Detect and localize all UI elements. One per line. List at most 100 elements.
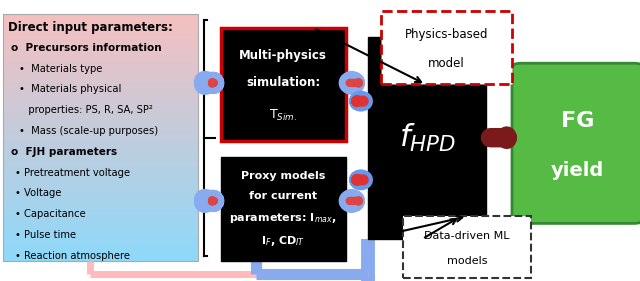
Text: yield: yield	[551, 161, 604, 180]
FancyBboxPatch shape	[221, 28, 346, 140]
Bar	[3, 199, 198, 201]
Bar	[3, 84, 198, 86]
Text: Direct input parameters:: Direct input parameters:	[8, 21, 173, 34]
Text: o  Precursors information: o Precursors information	[11, 43, 161, 53]
Bar	[3, 148, 198, 150]
Bar	[3, 243, 198, 245]
Bar	[3, 115, 198, 117]
Bar	[3, 92, 198, 94]
Bar	[3, 28, 198, 31]
Bar	[3, 218, 198, 220]
Bar	[3, 137, 198, 140]
Bar	[3, 127, 198, 130]
Bar	[3, 59, 198, 62]
Bar	[3, 170, 198, 173]
Bar	[3, 158, 198, 160]
Bar	[3, 214, 198, 216]
Bar	[3, 34, 198, 37]
Bar	[3, 123, 198, 125]
Bar	[3, 65, 198, 68]
Bar	[3, 24, 198, 26]
Bar	[3, 45, 198, 47]
Bar	[3, 76, 198, 78]
Bar	[3, 160, 198, 162]
Bar	[3, 201, 198, 204]
Bar	[3, 61, 198, 64]
Bar	[3, 18, 198, 20]
Text: FG: FG	[561, 110, 595, 131]
FancyBboxPatch shape	[221, 157, 346, 261]
Text: Proxy models: Proxy models	[241, 171, 325, 181]
Text: o  FJH parameters: o FJH parameters	[11, 147, 117, 157]
Bar	[3, 189, 198, 191]
Text: •  Mass (scale-up purposes): • Mass (scale-up purposes)	[19, 126, 158, 136]
Text: •  Materials type: • Materials type	[19, 64, 102, 74]
Bar	[3, 131, 198, 133]
Text: • Capacitance: • Capacitance	[15, 209, 86, 219]
Bar	[3, 179, 198, 181]
Bar	[3, 57, 198, 59]
Bar	[3, 119, 198, 121]
Bar	[3, 203, 198, 206]
Bar	[3, 234, 198, 237]
Bar	[3, 226, 198, 228]
Bar	[3, 71, 198, 74]
Bar	[3, 106, 198, 109]
Bar	[3, 63, 198, 65]
Bar	[3, 154, 198, 156]
Bar	[3, 86, 198, 88]
Bar	[3, 16, 198, 18]
Bar	[3, 195, 198, 198]
Bar	[3, 26, 198, 28]
Bar	[3, 212, 198, 214]
Text: simulation:: simulation:	[246, 76, 321, 89]
Bar	[3, 164, 198, 167]
Bar	[3, 255, 198, 257]
Bar	[3, 232, 198, 235]
Bar	[3, 181, 198, 183]
Bar	[3, 162, 198, 164]
Bar	[3, 173, 198, 175]
Text: model: model	[428, 57, 465, 70]
Bar	[3, 129, 198, 132]
Bar	[3, 96, 198, 99]
Text: Physics-based: Physics-based	[404, 28, 488, 41]
Bar	[3, 207, 198, 210]
Bar	[3, 38, 198, 41]
Bar	[3, 53, 198, 55]
Bar	[3, 241, 198, 243]
Bar	[3, 168, 198, 171]
Bar	[3, 176, 198, 179]
Bar	[3, 37, 198, 39]
Bar	[3, 49, 198, 51]
FancyBboxPatch shape	[512, 63, 640, 223]
Bar	[3, 253, 198, 255]
FancyBboxPatch shape	[368, 37, 486, 239]
Bar	[3, 67, 198, 70]
Text: • Pulse time: • Pulse time	[15, 230, 76, 240]
Bar	[3, 98, 198, 101]
Bar	[3, 251, 198, 253]
Bar	[3, 111, 198, 113]
Text: Multi-physics: Multi-physics	[239, 49, 327, 62]
Text: $f_{HPD}$: $f_{HPD}$	[399, 122, 456, 154]
Bar	[3, 238, 198, 241]
Bar	[3, 40, 198, 43]
Text: • Voltage: • Voltage	[15, 188, 61, 198]
Bar	[3, 108, 198, 111]
Bar	[3, 193, 198, 195]
Bar	[3, 257, 198, 259]
Bar	[3, 90, 198, 92]
Bar	[3, 125, 198, 127]
Bar	[3, 150, 198, 152]
Bar	[3, 146, 198, 148]
Text: I$_F$, CD$_{IT}$: I$_F$, CD$_{IT}$	[261, 234, 305, 248]
FancyBboxPatch shape	[381, 11, 512, 84]
Bar	[3, 94, 198, 96]
Bar	[3, 105, 198, 107]
Text: Data-driven ML: Data-driven ML	[424, 231, 510, 241]
Bar	[3, 222, 198, 224]
Bar	[3, 144, 198, 146]
FancyBboxPatch shape	[403, 216, 531, 278]
Bar	[3, 220, 198, 222]
